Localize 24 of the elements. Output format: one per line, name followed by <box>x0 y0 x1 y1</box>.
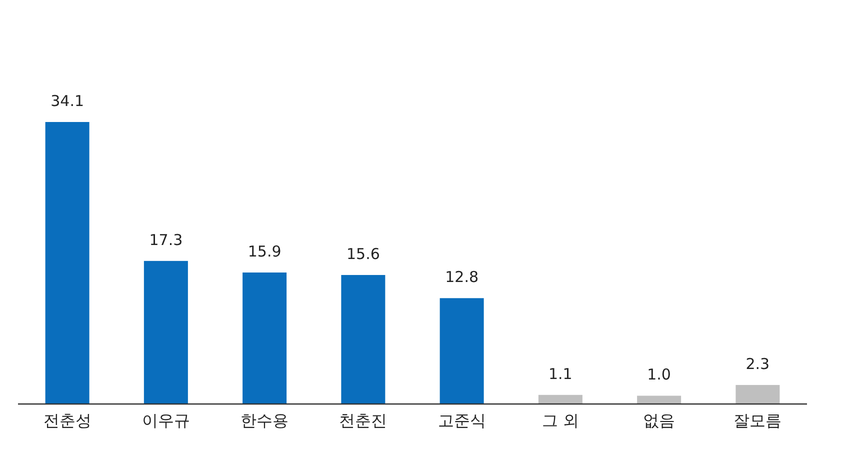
data-label: 15.9 <box>248 242 282 261</box>
x-tick-label: 전춘성 <box>43 411 92 430</box>
bar <box>736 384 780 404</box>
bar <box>341 274 386 404</box>
bar <box>45 122 90 404</box>
bar <box>637 396 682 404</box>
x-tick-label: 없음 <box>643 411 676 430</box>
data-label: 1.0 <box>647 366 671 384</box>
x-tick-label: 그 외 <box>542 411 579 430</box>
data-label: 15.6 <box>346 244 380 263</box>
bar <box>242 272 287 404</box>
x-tick-label: 한수용 <box>240 411 289 430</box>
x-tick-label: 잘모름 <box>734 411 782 430</box>
x-tick-label: 이우규 <box>142 411 190 430</box>
bar <box>440 298 484 404</box>
data-label: 34.1 <box>50 92 84 110</box>
data-label: 2.3 <box>746 354 770 373</box>
data-label: 1.1 <box>548 364 572 383</box>
bar <box>538 394 582 404</box>
data-label: 12.8 <box>445 268 479 286</box>
bar <box>144 260 188 404</box>
x-tick-label: 고준식 <box>438 411 486 430</box>
data-label: 17.3 <box>149 230 183 249</box>
x-tick-label: 천춘진 <box>339 411 388 430</box>
